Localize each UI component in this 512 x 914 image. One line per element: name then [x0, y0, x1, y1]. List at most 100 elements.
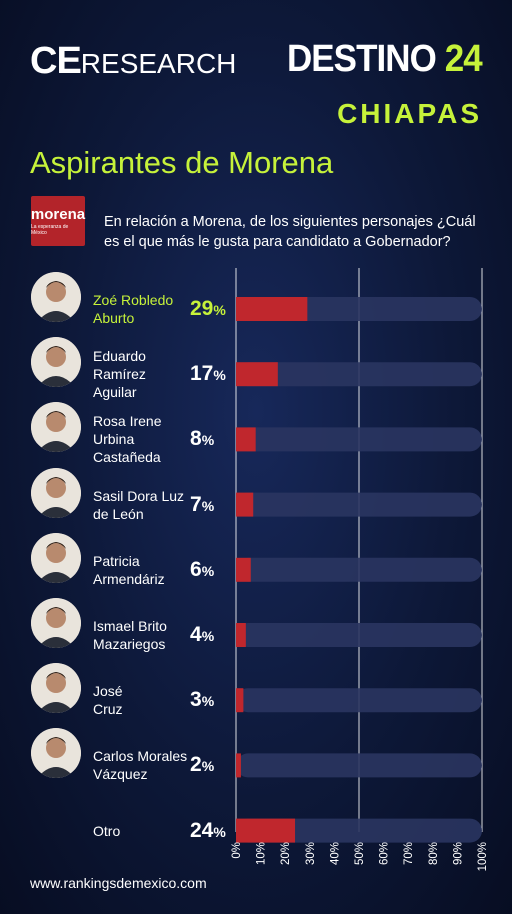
x-tick-label: 10% [256, 842, 268, 865]
candidate-row: Patricia Armendáriz 6% [0, 532, 512, 595]
x-tick-label: 100% [477, 842, 489, 871]
survey-question: En relación a Morena, de los siguientes … [104, 214, 476, 250]
bar [236, 688, 244, 713]
x-tick-label: 40% [329, 842, 341, 865]
candidate-row: Rosa Irene Urbina Castañeda 8% [0, 402, 512, 466]
candidate-name-line: Armendáriz [93, 570, 165, 587]
candidate-name: Zoé Robledo Aburto [93, 291, 193, 327]
data-label-value: 2 [190, 753, 202, 777]
data-label-suffix: % [201, 562, 215, 579]
candidate-name-line: Otro [93, 822, 121, 839]
candidate-photo [31, 532, 81, 583]
candidate-row: José Cruz 3% [0, 663, 512, 725]
candidate-name: José Cruz [93, 682, 193, 718]
x-tick-label: 80% [428, 842, 440, 865]
candidate-name-line: Patricia [93, 552, 140, 569]
data-label: 29% [190, 297, 234, 321]
data-label-suffix: % [213, 302, 226, 318]
bar-track [236, 557, 482, 582]
candidate-name: Sasil Dora Luz de León [93, 487, 193, 523]
candidate-name: Otro [93, 822, 193, 840]
data-label-value: 24 [190, 818, 214, 842]
data-label-suffix: % [213, 823, 226, 840]
data-label: 4% [190, 623, 234, 647]
data-label-value: 3 [190, 688, 202, 712]
x-tick-label: 30% [305, 842, 317, 865]
logo-research-text: RESEARCH [80, 48, 237, 79]
candidate-row: Sasil Dora Luz de León 7% [0, 467, 512, 530]
data-label-suffix: % [213, 367, 226, 384]
candidate-name-line: de León [93, 505, 144, 522]
candidate-photo [31, 402, 81, 453]
logo-ce-text: CE [30, 40, 82, 82]
data-label: 17% [190, 362, 234, 386]
data-label: 7% [190, 493, 234, 517]
candidate-photo [31, 663, 81, 714]
candidate-photo [31, 598, 81, 648]
bar-track [236, 427, 482, 452]
candidate-row: Carlos Morales Vázquez 2% [0, 728, 512, 790]
data-label-suffix: % [201, 628, 215, 644]
candidate-name-line: Cruz [93, 701, 123, 718]
data-label-suffix: % [201, 432, 215, 449]
x-tick-label: 20% [280, 842, 292, 865]
x-tick-label: 90% [452, 842, 464, 865]
destino-text: DESTINO [287, 38, 437, 80]
candidate-photo [31, 467, 81, 518]
data-label: 2% [190, 753, 234, 777]
candidate-name-line: Carlos Morales [93, 748, 188, 765]
x-tick-label: 70% [403, 842, 415, 865]
x-tick-label: 60% [379, 842, 391, 865]
morena-logo: morena La esperanza de México [31, 196, 85, 246]
data-label-suffix: % [201, 758, 215, 775]
data-label-value: 29 [190, 297, 214, 320]
bar [236, 623, 246, 647]
bar [236, 427, 256, 452]
bar-track [236, 362, 482, 387]
data-label: 8% [190, 427, 234, 451]
candidate-name: Ismael Brito Mazariegos [93, 617, 193, 653]
bar-track [236, 753, 482, 778]
candidate-row: Otro 24% [0, 794, 512, 856]
footer-url: www.rankingsdemexico.com [30, 875, 207, 891]
candidate-row: Zoé Robledo Aburto 29% [0, 272, 512, 334]
x-tick-label: 0% [231, 842, 243, 859]
bar-track [236, 818, 482, 843]
bar-track [236, 623, 482, 647]
candidate-name-line: José [93, 683, 123, 700]
data-label: 24% [190, 819, 234, 843]
destino-number: 24 [444, 38, 483, 80]
x-tick-label: 50% [354, 842, 366, 865]
candidate-name-line: Castañeda [93, 449, 161, 466]
candidate-photo [31, 272, 81, 322]
bar [236, 297, 308, 321]
candidate-name-line: Rosa Irene [93, 413, 162, 430]
candidate-name-line: Ismael Brito [93, 618, 167, 634]
candidate-name-line: Sasil Dora Luz [93, 487, 185, 504]
candidate-name-line: Mazariegos [93, 636, 166, 652]
bar [236, 557, 251, 582]
data-label-value: 7 [190, 492, 202, 516]
morena-logo-tagline: La esperanza de México [31, 223, 69, 236]
bar [236, 362, 278, 387]
data-label-suffix: % [201, 497, 215, 514]
candidate-row: Eduardo Ramírez Aguilar 17% [0, 337, 512, 401]
bar [236, 492, 254, 517]
candidate-name-line: Aburto [93, 310, 135, 326]
candidate-name-line: Zoé Robledo [93, 292, 174, 308]
state-label: CHIAPAS [337, 98, 482, 129]
bar-track [236, 492, 482, 517]
data-label-value: 17 [190, 362, 214, 386]
morena-logo-name: morena [30, 205, 86, 223]
candidate-name: Rosa Irene Urbina Castañeda [93, 412, 193, 466]
candidate-name-line: Vázquez [93, 766, 148, 783]
candidate-name-line: Urbina [93, 431, 135, 448]
destino-logo: DESTINO 24 [287, 38, 483, 80]
candidate-name: Eduardo Ramírez Aguilar [93, 347, 193, 401]
candidate-name: Carlos Morales Vázquez [93, 747, 193, 783]
candidate-name-line: Eduardo [93, 348, 146, 365]
data-label-value: 4 [190, 623, 202, 646]
bar-track [236, 688, 482, 713]
candidate-photo [31, 337, 81, 388]
